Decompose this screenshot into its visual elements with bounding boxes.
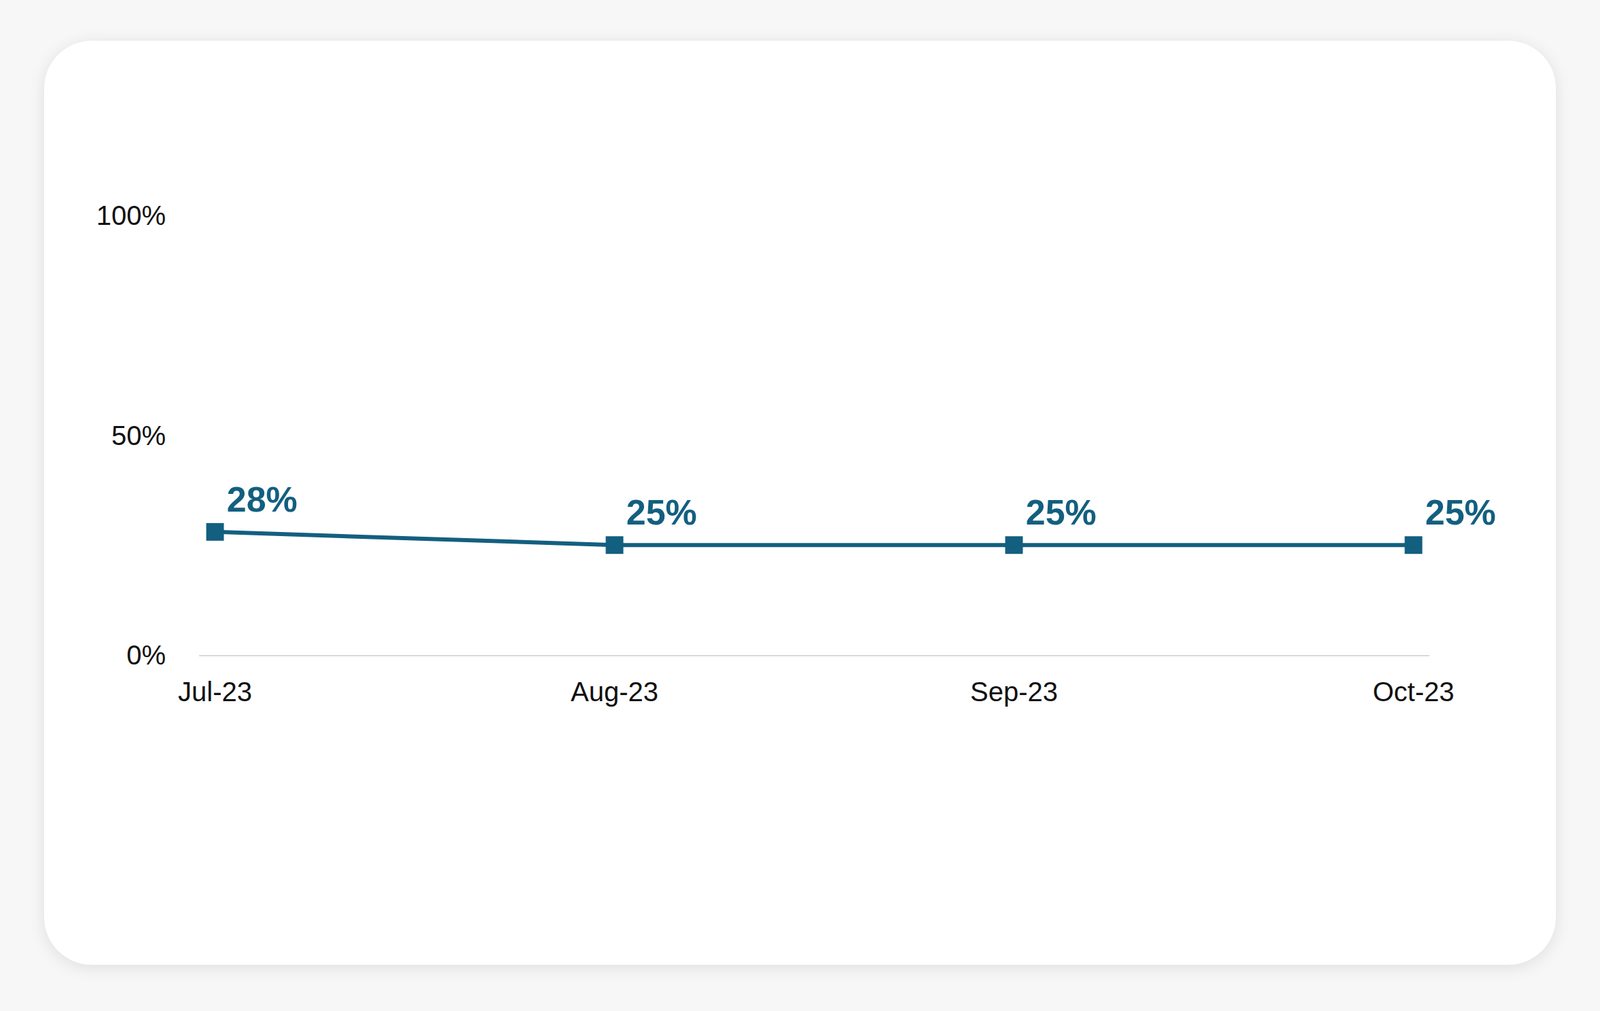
svg-text:Jul-23: Jul-23 [178,676,253,707]
svg-text:28%: 28% [226,479,298,520]
svg-text:50%: 50% [111,420,166,451]
svg-text:25%: 25% [626,492,698,532]
svg-text:25%: 25% [1025,492,1097,532]
svg-text:25%: 25% [1425,492,1497,532]
svg-text:100%: 100% [96,200,166,231]
svg-text:Sep-23: Sep-23 [970,676,1058,707]
svg-text:Oct-23: Oct-23 [1372,676,1454,707]
svg-text:0%: 0% [126,640,166,670]
svg-text:Aug-23: Aug-23 [570,676,659,707]
